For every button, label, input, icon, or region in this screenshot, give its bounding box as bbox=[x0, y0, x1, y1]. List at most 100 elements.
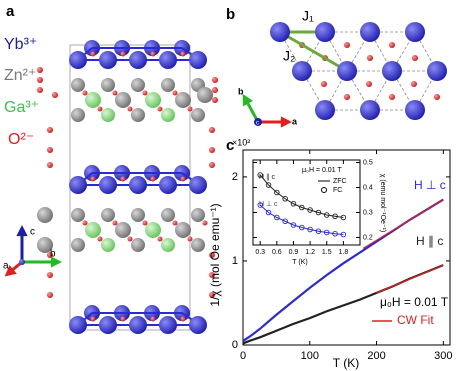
panel-label: b bbox=[226, 6, 235, 23]
data-point bbox=[315, 228, 322, 234]
arrow-head bbox=[16, 225, 28, 237]
atom bbox=[367, 55, 373, 61]
data-point bbox=[307, 207, 313, 213]
arrow-head bbox=[280, 116, 292, 128]
bond-j2 bbox=[279, 30, 348, 73]
atom bbox=[389, 42, 395, 48]
x-tick-label: 1.2 bbox=[305, 249, 315, 256]
atom bbox=[129, 316, 147, 334]
atom bbox=[180, 316, 186, 322]
atom bbox=[344, 94, 350, 100]
data-point bbox=[265, 209, 272, 216]
atom bbox=[209, 252, 215, 258]
atom bbox=[97, 106, 103, 112]
atom bbox=[159, 316, 177, 334]
atom bbox=[209, 162, 215, 168]
ion-label: Yb³⁺ bbox=[4, 36, 37, 53]
atom bbox=[344, 42, 350, 48]
data-point bbox=[290, 200, 297, 207]
atom bbox=[315, 22, 335, 42]
bond-label: J₂ bbox=[283, 48, 295, 64]
atom bbox=[405, 22, 425, 42]
atom bbox=[161, 208, 175, 222]
axis-label: c bbox=[30, 227, 35, 238]
atom bbox=[159, 176, 177, 194]
atom bbox=[180, 176, 186, 182]
atom bbox=[90, 51, 96, 57]
atom bbox=[145, 222, 161, 238]
atom bbox=[82, 90, 88, 96]
axis-arrow bbox=[244, 99, 260, 123]
atom bbox=[131, 238, 145, 252]
legend-label: CW Fit bbox=[397, 313, 434, 327]
atom bbox=[47, 162, 53, 168]
atom bbox=[209, 272, 215, 278]
x-tick-label: 1.8 bbox=[339, 249, 349, 256]
atom bbox=[212, 87, 218, 93]
y-tick-label: 0.2 bbox=[363, 234, 373, 241]
atom bbox=[202, 220, 208, 226]
atom bbox=[382, 61, 402, 81]
atom bbox=[142, 90, 148, 96]
atom bbox=[212, 77, 218, 83]
atom bbox=[411, 81, 417, 87]
atom bbox=[112, 220, 118, 226]
atom bbox=[120, 51, 126, 57]
atom bbox=[47, 272, 53, 278]
data-point bbox=[274, 189, 280, 196]
atom bbox=[112, 90, 118, 96]
atom bbox=[19, 259, 25, 265]
data-point bbox=[282, 195, 288, 202]
atom bbox=[37, 67, 43, 73]
atom bbox=[161, 108, 175, 122]
series-label: H ⊥ c bbox=[259, 201, 278, 208]
atom bbox=[101, 108, 115, 122]
y-tick-label: 0.4 bbox=[363, 184, 373, 191]
data-line bbox=[259, 174, 344, 218]
x-tick-label: 100 bbox=[301, 350, 319, 362]
atom bbox=[131, 108, 145, 122]
arrow-head bbox=[4, 265, 17, 277]
atom bbox=[360, 100, 380, 120]
atom bbox=[120, 316, 126, 322]
y-axis-label: χ (emu mol⁻¹Oe⁻¹) bbox=[379, 174, 386, 233]
atom bbox=[71, 238, 85, 252]
atom bbox=[360, 22, 380, 42]
axis-label: b bbox=[238, 86, 244, 96]
atom bbox=[69, 176, 87, 194]
atom bbox=[180, 51, 186, 57]
arrow-head bbox=[50, 256, 62, 268]
atom bbox=[99, 176, 117, 194]
atom bbox=[127, 236, 133, 242]
atom bbox=[115, 92, 131, 108]
panel-label: a bbox=[6, 3, 15, 20]
atom bbox=[90, 316, 96, 322]
atom bbox=[37, 207, 53, 223]
atom bbox=[157, 106, 163, 112]
atom bbox=[97, 236, 103, 242]
data-point bbox=[299, 224, 305, 231]
axis-label: b bbox=[50, 249, 56, 260]
y-tick-label: 0 bbox=[232, 339, 238, 351]
atom bbox=[99, 316, 117, 334]
y-tick-label: 2 bbox=[232, 171, 238, 183]
x-tick-label: 200 bbox=[367, 350, 385, 362]
atom bbox=[71, 78, 85, 92]
atom bbox=[150, 51, 156, 57]
legend-label: ZFC bbox=[333, 178, 347, 185]
atom bbox=[161, 78, 175, 92]
atom bbox=[71, 208, 85, 222]
data-point bbox=[323, 229, 330, 236]
data-point bbox=[257, 202, 263, 208]
atom bbox=[191, 238, 205, 252]
x-tick-label: 0 bbox=[240, 350, 246, 362]
y-tick-label: 0.3 bbox=[363, 209, 373, 216]
data-line bbox=[259, 204, 344, 235]
atom bbox=[47, 292, 53, 298]
atom bbox=[71, 108, 85, 122]
x-axis-label: T (K) bbox=[292, 259, 307, 266]
data-point bbox=[315, 209, 322, 216]
y-multiplier: ×10² bbox=[232, 137, 250, 147]
atom bbox=[82, 220, 88, 226]
